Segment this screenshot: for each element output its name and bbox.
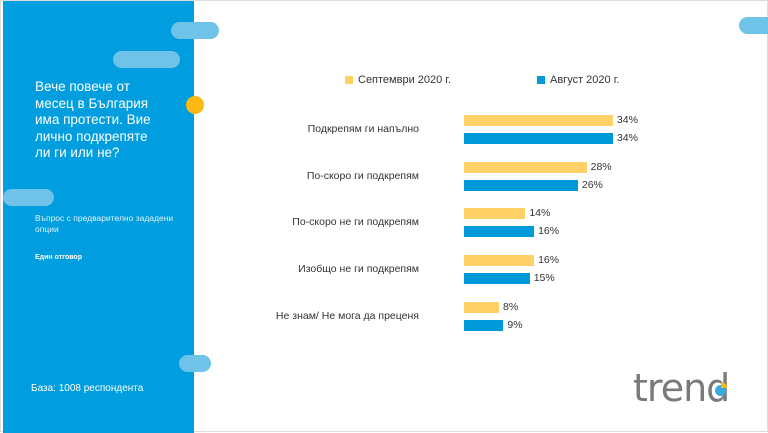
data-label: 9%: [507, 319, 523, 331]
decor-pill: [3, 189, 54, 206]
data-label: 15%: [533, 272, 555, 284]
category-label: По-скоро ги подкрепям: [306, 170, 419, 182]
answer-type: Един отговор: [35, 254, 82, 261]
bar-august: [464, 225, 535, 237]
bar-august: [464, 319, 504, 331]
bar-september: [464, 161, 587, 173]
bar-august: [464, 179, 578, 191]
bar-september: [464, 254, 535, 266]
bar-august: [464, 132, 613, 144]
decor-pill: [113, 51, 180, 68]
decor-dot: [186, 96, 204, 114]
legend-item-august: Август 2020 г.: [537, 74, 619, 86]
data-label: 26%: [581, 179, 603, 191]
bar-september: [464, 301, 500, 313]
category-label: По-скоро не ги подкрепям: [292, 216, 419, 228]
data-label: 34%: [616, 114, 638, 126]
decor-pill: [179, 355, 211, 372]
base-note: База: 1008 респондента: [31, 383, 144, 394]
decor-pill: [171, 22, 219, 39]
legend-label: Август 2020 г.: [550, 74, 620, 86]
data-label: 14%: [529, 207, 551, 219]
bar-september: [464, 207, 526, 219]
category-label: Изобщо не ги подкрепям: [298, 263, 419, 275]
category-label: Подкрепям ги напълно: [307, 123, 419, 135]
bar-august: [464, 272, 530, 284]
data-label: 8%: [503, 301, 519, 313]
category-label: Не знам/ Не мога да преценя: [275, 310, 419, 322]
legend-item-september: Септември 2020 г.: [345, 74, 451, 86]
question-title: Вече повече от месец в България има прот…: [35, 79, 151, 160]
data-label: 34%: [616, 132, 638, 144]
trend-logo: trend: [633, 366, 730, 410]
data-label: 16%: [538, 254, 560, 266]
left-panel: [3, 1, 194, 433]
decor-pill: [739, 17, 768, 34]
data-label: 28%: [590, 161, 612, 173]
question-type: Въпрос с предварително зададени опции: [35, 213, 174, 234]
data-label: 16%: [538, 225, 560, 237]
legend-label: Септември 2020 г.: [358, 74, 452, 86]
legend-swatch: [537, 76, 545, 84]
legend-swatch: [345, 76, 353, 84]
bar-september: [464, 114, 613, 126]
